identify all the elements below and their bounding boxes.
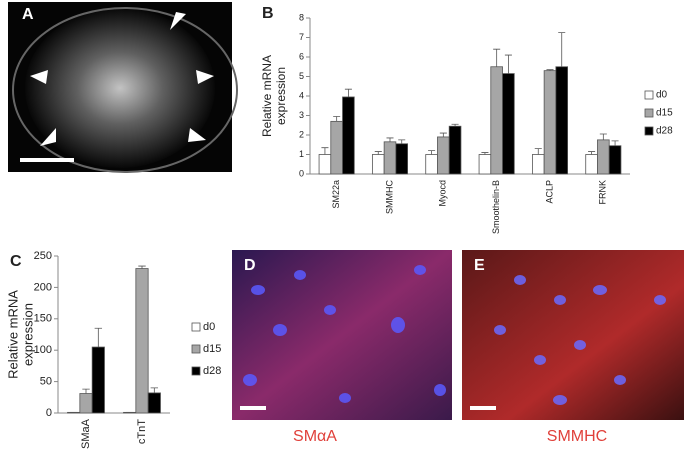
x-tick-label: ACLP: [544, 180, 554, 204]
x-tick-label: Smoothelin-B: [491, 180, 501, 234]
error-bar: [611, 140, 619, 146]
legend-swatch: [644, 126, 654, 136]
caption: SMMHC: [547, 428, 607, 445]
bar: [91, 346, 105, 414]
bar: [608, 145, 622, 175]
legend-swatch: [191, 322, 201, 332]
legend-label: d15: [656, 108, 673, 119]
y-tick-label: 8: [299, 12, 304, 22]
error-bar: [481, 152, 489, 155]
y-tick-label: 0: [299, 168, 304, 178]
legend-label: d0: [656, 90, 668, 101]
error-bar: [534, 148, 542, 155]
error-bar: [150, 387, 159, 393]
y-tick-label: 2: [299, 129, 304, 139]
y-axis-label: expression: [20, 303, 35, 366]
legend-label: d28: [656, 126, 673, 137]
bar: [597, 139, 610, 175]
y-tick-label: 5: [299, 71, 304, 81]
error-bar: [599, 133, 607, 140]
micrograph-d: D: [232, 250, 452, 420]
panel-label: B: [262, 5, 274, 22]
x-tick-label: Myocd: [438, 180, 448, 207]
y-tick-label: 3: [299, 110, 304, 120]
bar: [585, 154, 598, 175]
y-axis-label: expression: [274, 67, 288, 125]
x-tick-label: SMaA: [80, 418, 92, 449]
y-tick-label: 7: [299, 32, 304, 42]
micrograph-e: E: [462, 250, 684, 420]
legend-label: d15: [203, 343, 221, 355]
error-bar: [386, 137, 394, 142]
y-axis-label: Relative mRNA: [5, 290, 20, 379]
bar: [543, 70, 557, 175]
caption: SMαA: [293, 428, 337, 445]
y-tick-label: 1: [299, 149, 304, 159]
error-bar: [333, 116, 341, 122]
error-bar: [588, 151, 596, 155]
panel-label: A: [22, 6, 34, 23]
error-bar: [558, 32, 566, 67]
bar: [555, 66, 568, 175]
error-bar: [439, 132, 447, 137]
error-bar: [451, 123, 459, 127]
bar: [395, 143, 409, 175]
x-tick-label: SM22a: [331, 180, 341, 209]
bar: [478, 154, 492, 175]
error-bar: [398, 139, 406, 144]
bar: [79, 393, 93, 414]
error-bar: [428, 150, 436, 155]
error-bar: [546, 69, 554, 71]
legend-swatch: [191, 344, 201, 354]
bar: [532, 154, 545, 175]
bar: [425, 154, 438, 175]
bar: [448, 125, 462, 175]
legend-swatch: [191, 366, 201, 376]
bar: [371, 154, 385, 175]
bar: [330, 120, 343, 175]
bar: [135, 268, 149, 414]
x-tick-label: FRNK: [598, 180, 608, 205]
bar: [502, 73, 515, 175]
error-bar: [94, 327, 103, 348]
legend-swatch: [644, 108, 654, 118]
y-tick-label: 6: [299, 51, 304, 61]
y-tick-label: 250: [34, 250, 52, 262]
error-bar: [138, 265, 146, 269]
x-tick-label: SMMHC: [384, 180, 394, 214]
error-bar: [344, 88, 352, 97]
bar: [383, 141, 397, 175]
legend-label: d28: [203, 365, 221, 377]
legend-swatch: [644, 90, 654, 100]
error-bar: [374, 151, 382, 155]
y-tick-label: 200: [34, 281, 52, 293]
panel-label: E: [474, 257, 485, 274]
y-axis-label: Relative mRNA: [260, 55, 274, 137]
error-bar: [504, 54, 512, 74]
micrograph-a: A: [8, 2, 238, 173]
bar: [147, 392, 161, 414]
bar: [490, 66, 503, 175]
bar: [342, 96, 355, 175]
y-tick-label: 50: [40, 376, 52, 388]
y-tick-label: 4: [299, 90, 304, 100]
x-tick-label: cTnT: [136, 419, 148, 444]
error-bar: [82, 388, 90, 394]
bar: [318, 154, 332, 175]
legend-label: d0: [203, 321, 215, 333]
y-tick-label: 100: [34, 344, 52, 356]
error-bar: [321, 147, 329, 155]
bar: [437, 136, 450, 175]
y-tick-label: 150: [34, 313, 52, 325]
panel-label: D: [244, 257, 256, 274]
y-tick-label: 0: [46, 407, 52, 419]
error-bar: [493, 48, 501, 67]
panel-label: C: [10, 253, 22, 270]
